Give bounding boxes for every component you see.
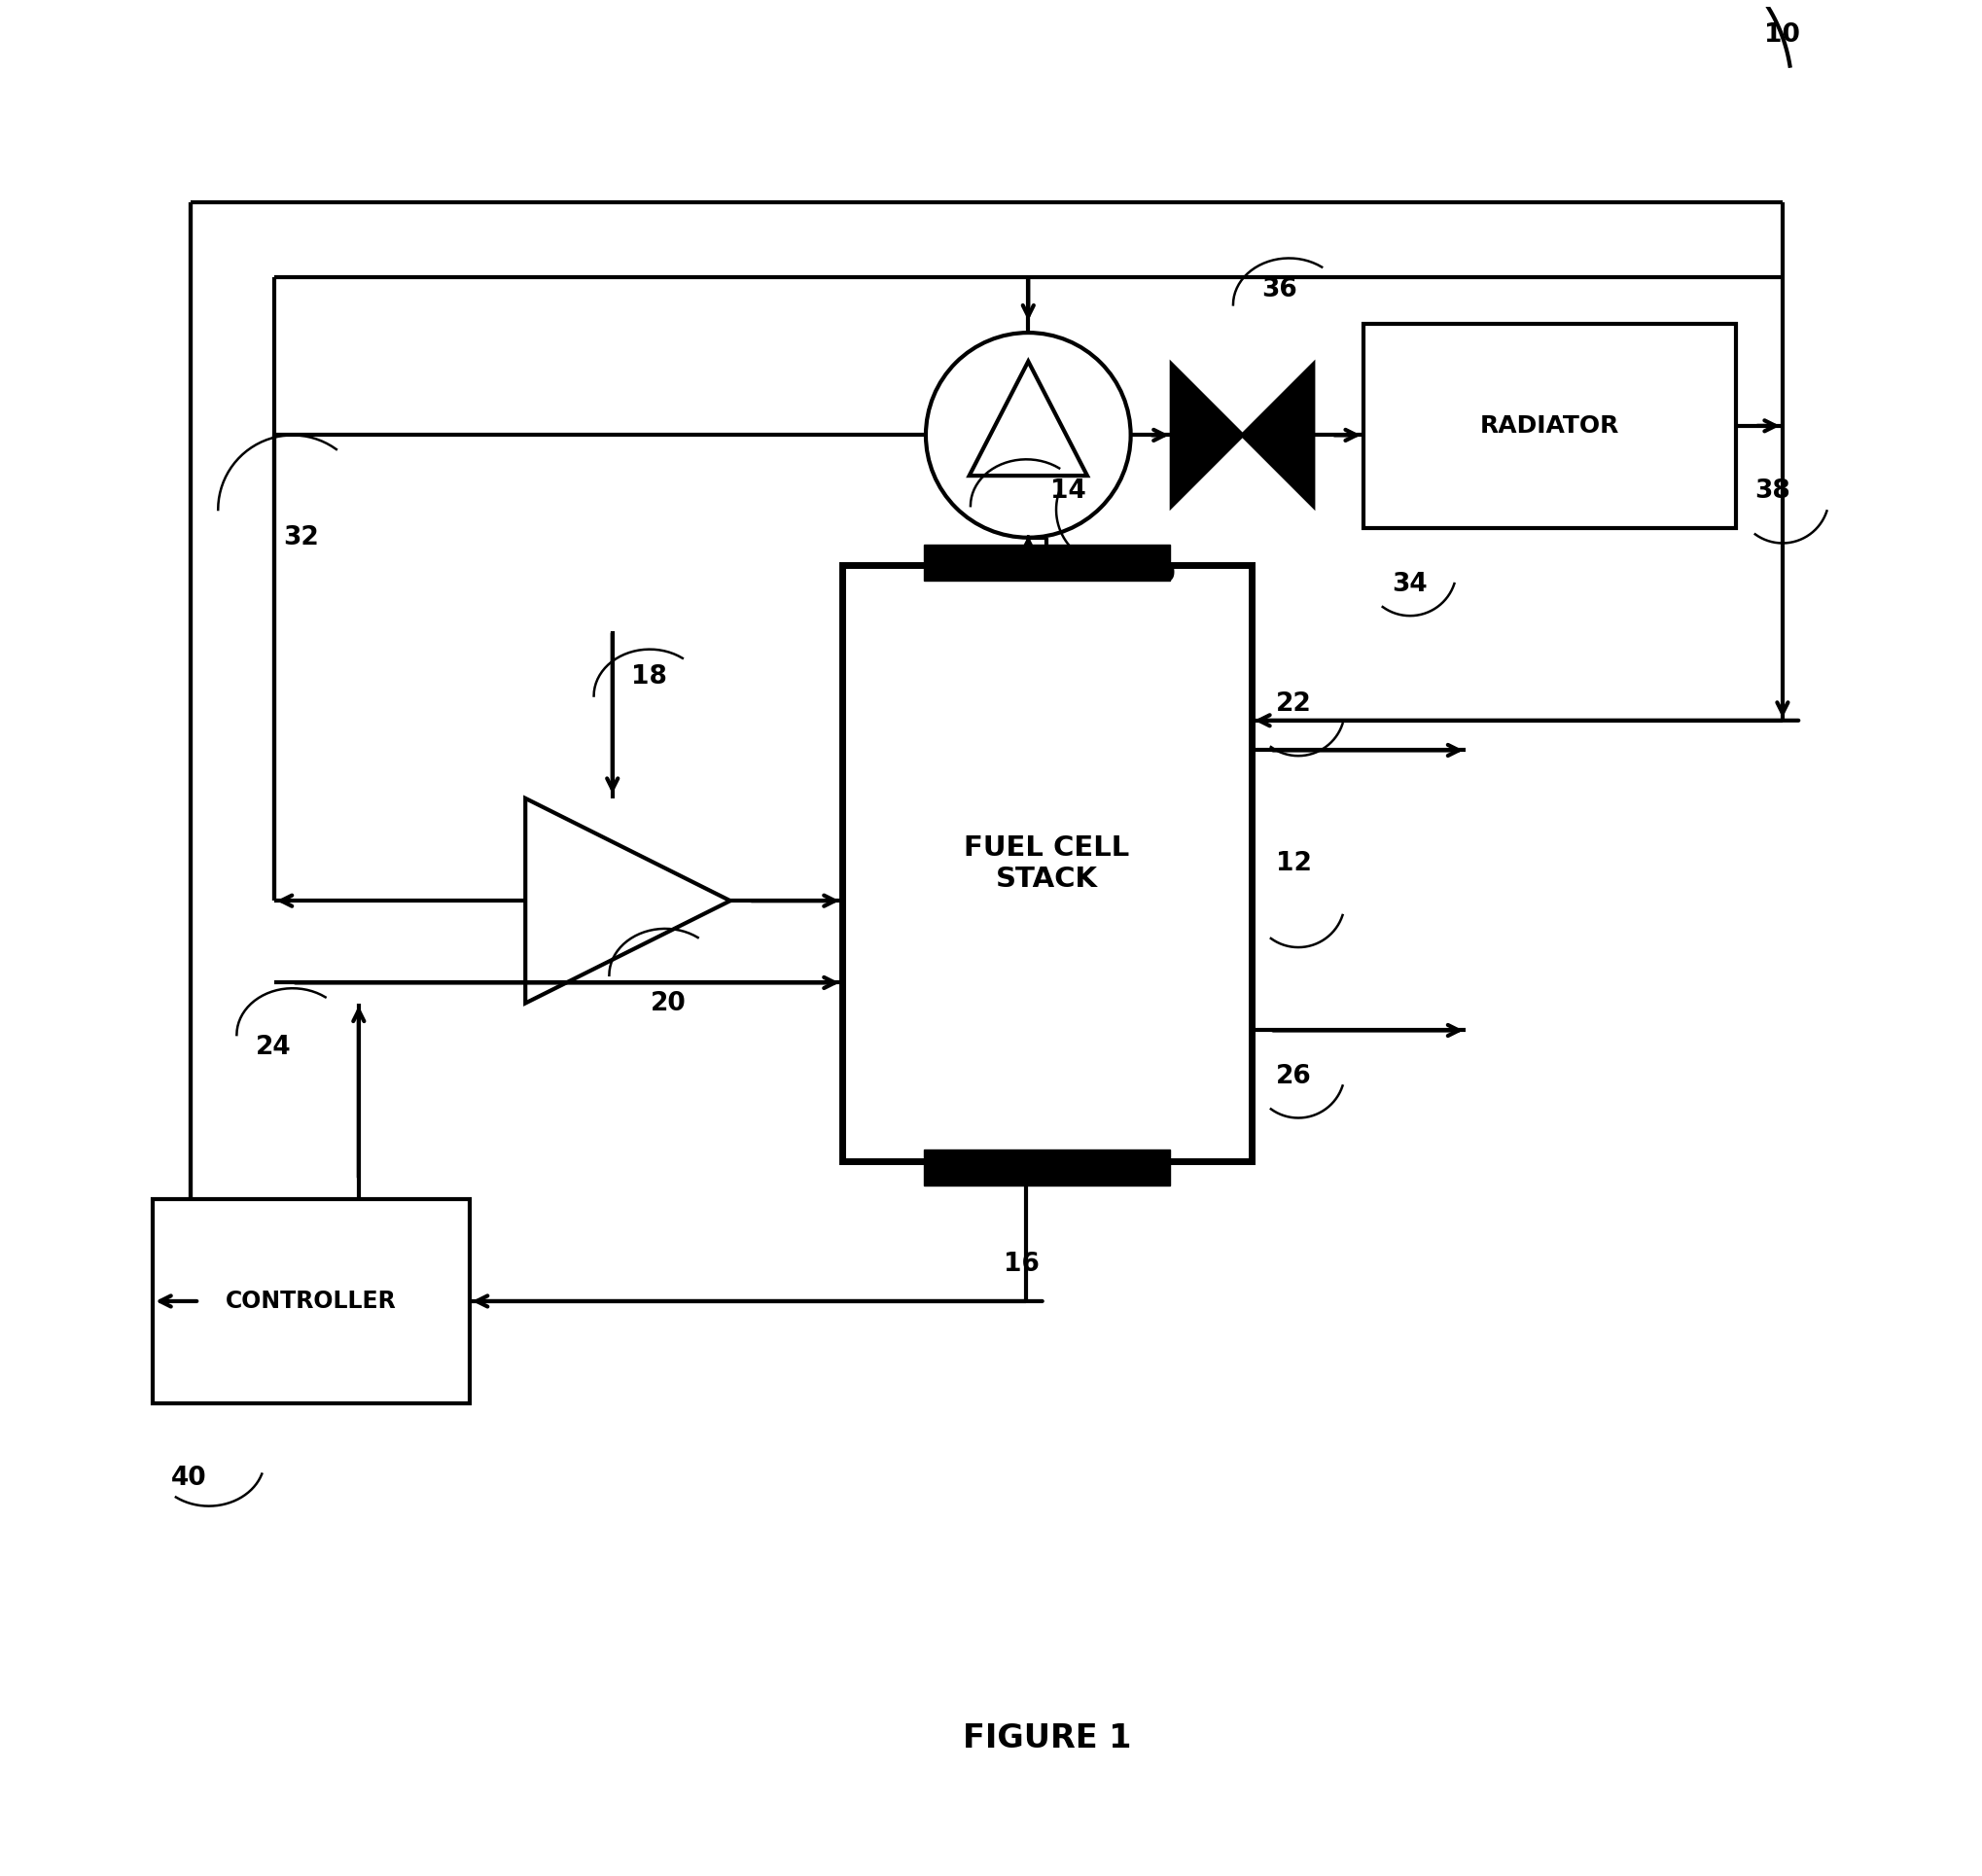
- Text: FIGURE 1: FIGURE 1: [963, 1722, 1132, 1754]
- Text: 26: 26: [1276, 1064, 1312, 1090]
- Bar: [842, 565, 1253, 1161]
- Polygon shape: [1171, 364, 1243, 507]
- Text: 22: 22: [1276, 690, 1312, 717]
- Text: 34: 34: [1391, 572, 1427, 597]
- Text: 14: 14: [1050, 478, 1086, 503]
- Text: RADIATOR: RADIATOR: [1481, 415, 1619, 437]
- Text: CONTROLLER: CONTROLLER: [226, 1289, 396, 1313]
- Text: FUEL CELL
STACK: FUEL CELL STACK: [963, 835, 1130, 893]
- Text: 10: 10: [1764, 23, 1800, 47]
- Text: 40: 40: [172, 1465, 208, 1491]
- Bar: [924, 544, 1169, 580]
- Polygon shape: [1243, 364, 1314, 507]
- Text: 30: 30: [1140, 563, 1175, 587]
- Text: 18: 18: [630, 664, 666, 690]
- Bar: [1364, 323, 1736, 529]
- Text: 36: 36: [1261, 278, 1296, 302]
- Text: 24: 24: [256, 1036, 291, 1060]
- Bar: [153, 1199, 470, 1403]
- Text: 12: 12: [1276, 852, 1312, 876]
- Text: 16: 16: [1005, 1251, 1041, 1276]
- Text: 32: 32: [283, 525, 319, 550]
- Text: 38: 38: [1754, 478, 1790, 503]
- Text: 20: 20: [650, 991, 686, 1015]
- Bar: [924, 1150, 1169, 1186]
